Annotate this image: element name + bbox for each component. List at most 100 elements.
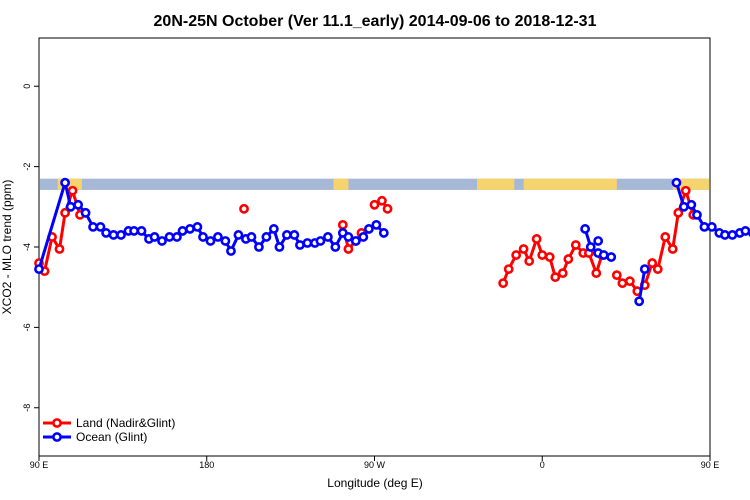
data-point [570, 240, 581, 250]
data-point [213, 232, 223, 242]
land-band-segment [672, 178, 709, 190]
data-point [157, 236, 167, 246]
data-point [172, 232, 182, 242]
data-point [261, 232, 272, 242]
legend-label: Land (Nadir&Glint) [76, 416, 175, 430]
data-point [60, 177, 70, 188]
data-point [660, 232, 671, 242]
x-tick-label: 90 E [701, 460, 720, 470]
land-band-segment [477, 178, 515, 190]
data-point [639, 264, 650, 275]
data-point [550, 272, 561, 283]
data-point [580, 224, 591, 234]
data-point [511, 250, 522, 260]
data-point [673, 207, 684, 218]
data-point [315, 236, 326, 246]
data-point [503, 264, 514, 275]
data-point [350, 236, 361, 246]
data-point [692, 209, 702, 220]
data-point [149, 232, 160, 242]
data-point [518, 244, 529, 254]
data-point [65, 201, 76, 212]
data-point [239, 203, 249, 214]
data-point [498, 278, 509, 289]
data-point [226, 246, 236, 256]
data-point [129, 226, 139, 236]
land-ocean-band [40, 178, 709, 190]
data-point [667, 244, 678, 254]
data-point [537, 250, 548, 260]
data-point [720, 230, 730, 240]
data-point [343, 232, 354, 242]
data-point [34, 264, 44, 275]
data-point [680, 185, 691, 196]
data-point [652, 264, 663, 275]
data-point [377, 195, 387, 206]
data-point [95, 222, 106, 232]
data-point [192, 222, 203, 232]
plot-frame [38, 37, 711, 457]
data-point [364, 224, 374, 234]
data-point [101, 228, 111, 238]
data-point [233, 230, 244, 240]
data-point [289, 230, 300, 240]
data-point [177, 226, 188, 236]
data-point [524, 256, 535, 266]
y-tick-label: 0 [22, 84, 32, 89]
data-point [563, 254, 574, 264]
data-point [246, 232, 257, 242]
y-tick-label: -8 [22, 404, 32, 412]
land-band-segment [57, 178, 82, 190]
data-point [686, 199, 697, 210]
data-point [80, 207, 91, 218]
x-tick-label: 180 [199, 460, 214, 470]
x-tick-label: 90 E [30, 460, 49, 470]
data-point [557, 268, 568, 279]
data-point [699, 222, 710, 232]
data-point [727, 230, 738, 240]
y-tick-label: -6 [22, 323, 32, 331]
data-point [220, 236, 231, 246]
data-point [54, 244, 65, 254]
x-axis-title: Longitude (deg E) [327, 476, 422, 490]
data-point [617, 278, 628, 289]
data-point [544, 252, 555, 262]
data-point [706, 222, 717, 232]
data-point [254, 242, 264, 252]
legend-marker [52, 418, 62, 428]
ocean-band [40, 178, 709, 190]
data-point [531, 234, 542, 244]
data-point [302, 238, 313, 248]
data-point [634, 296, 645, 307]
data-point [593, 236, 604, 246]
data-point [343, 244, 354, 254]
data-point [198, 232, 208, 242]
y-tick-label: -4 [22, 243, 32, 251]
data-point [136, 226, 147, 236]
data-point [591, 268, 602, 279]
legend-marker [52, 432, 62, 442]
y-axis-title: XCO2 - MLO trend (ppm) [0, 180, 14, 315]
data-point [116, 230, 126, 240]
data-point [647, 258, 658, 268]
data-point [268, 224, 279, 234]
data-point [330, 242, 341, 252]
data-point [274, 242, 285, 252]
data-point [598, 250, 609, 260]
data-point [679, 201, 689, 212]
series-line [637, 268, 647, 302]
data-point [611, 270, 622, 281]
data-point [205, 236, 216, 246]
data-point [624, 276, 635, 287]
x-tick-label: 90 W [364, 460, 386, 470]
data-point [323, 232, 333, 242]
series-ocean [34, 177, 750, 307]
data-point [358, 232, 369, 242]
data-point [337, 219, 348, 230]
data-point [585, 242, 596, 252]
legend-label: Ocean (Glint) [76, 430, 147, 444]
data-point [740, 226, 750, 236]
series-layer [34, 177, 750, 307]
land-band-segment [333, 178, 349, 190]
